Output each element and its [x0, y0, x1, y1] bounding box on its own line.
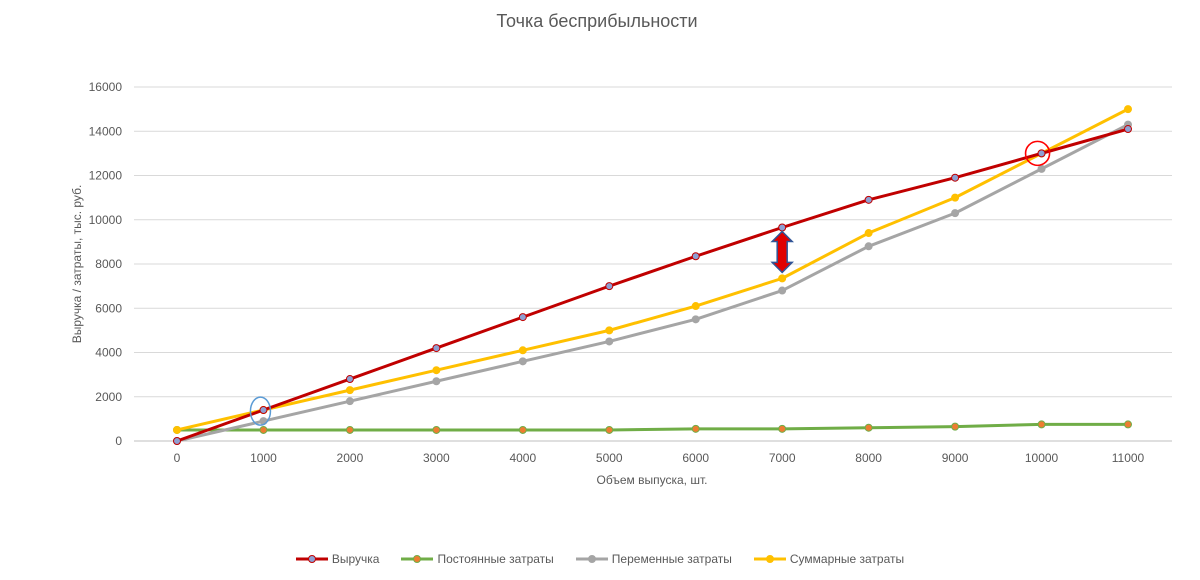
data-point — [951, 422, 960, 431]
line-chart: Точка бесприбыльности Выручка / затраты,… — [70, 11, 1172, 487]
data-point — [605, 326, 614, 335]
x-tick-labels: 0 1000 2000 3000 4000 5000 6000 7000 8000 9000 100… — [174, 451, 1145, 465]
y-tick-labels: 0 2000 4000 6000 8000 10000 12000 14000 16000 — [89, 80, 123, 448]
data-point — [691, 252, 700, 261]
data-point — [605, 425, 614, 434]
legend-item: Суммарные затраты — [753, 552, 905, 566]
series-1 — [173, 420, 1132, 434]
data-point — [432, 344, 441, 353]
legend-label: Суммарные затраты — [789, 552, 905, 566]
data-point — [518, 346, 527, 355]
data-point — [778, 286, 787, 295]
data-point — [518, 425, 527, 434]
y-tick-label: 14000 — [89, 124, 123, 138]
legend-label: Переменные затраты — [611, 552, 732, 566]
series-0 — [173, 125, 1132, 445]
chart-title: Точка бесприбыльности — [496, 11, 697, 31]
legend-label: Выручка — [331, 552, 380, 566]
data-point — [605, 337, 614, 346]
data-point — [173, 437, 181, 445]
annotations — [249, 140, 1051, 426]
x-tick-label: 7000 — [769, 451, 796, 465]
data-point — [173, 425, 181, 434]
data-point — [432, 366, 441, 375]
series-line — [176, 127, 1129, 443]
legend-item: Выручка — [295, 552, 380, 566]
x-tick-label: 0 — [174, 451, 181, 465]
data-point — [1037, 420, 1046, 429]
x-tick-label: 10000 — [1025, 451, 1059, 465]
data-point — [864, 423, 873, 432]
data-point — [864, 195, 873, 204]
double-arrow-icon — [770, 230, 794, 274]
y-tick-label: 12000 — [89, 169, 123, 183]
highlight-ellipse — [249, 396, 272, 426]
x-axis-label: Объем выпуска, шт. — [597, 473, 708, 487]
data-point — [259, 406, 268, 415]
legend-swatch-icon — [753, 555, 786, 563]
legend-item: Переменные затраты — [575, 552, 732, 566]
data-point — [345, 375, 354, 384]
legend: Выручка Постоянные затраты Переменные затр… — [0, 552, 1200, 566]
x-tick-label: 1000 — [250, 451, 277, 465]
data-point — [778, 424, 787, 433]
gridlines — [134, 86, 1172, 442]
data-point — [1037, 164, 1046, 173]
data-point — [345, 425, 354, 434]
x-tick-label: 5000 — [596, 451, 623, 465]
data-point — [691, 424, 700, 433]
data-point — [864, 242, 873, 251]
data-point — [345, 386, 354, 395]
y-axis-label: Выручка / затраты, тыс. руб. — [70, 185, 84, 344]
data-point — [1124, 420, 1132, 429]
legend-swatch-icon — [295, 555, 328, 563]
x-tick-label: 9000 — [942, 451, 969, 465]
data-point — [778, 223, 787, 232]
data-point — [1037, 149, 1046, 158]
y-tick-label: 8000 — [95, 257, 122, 271]
data-point — [951, 209, 960, 218]
data-point — [259, 425, 268, 434]
x-tick-label: 3000 — [423, 451, 450, 465]
data-point — [778, 274, 787, 283]
data-point — [345, 397, 354, 406]
data-point — [691, 302, 700, 311]
data-point — [518, 313, 527, 322]
legend-item: Постоянные затраты — [401, 552, 554, 566]
data-point — [951, 193, 960, 202]
data-point — [691, 315, 700, 324]
y-tick-label: 10000 — [89, 213, 123, 227]
y-tick-label: 0 — [115, 434, 122, 448]
series-3 — [173, 105, 1132, 434]
x-tick-label: 8000 — [855, 451, 882, 465]
highlight-circle — [1024, 140, 1051, 167]
data-point — [432, 377, 441, 386]
series-lines — [173, 105, 1132, 445]
series-line — [176, 123, 1129, 443]
data-point — [432, 425, 441, 434]
x-tick-label: 6000 — [682, 451, 709, 465]
data-point — [864, 229, 873, 238]
x-tick-label: 11000 — [1112, 451, 1145, 465]
data-point — [518, 357, 527, 366]
x-tick-label: 2000 — [337, 451, 364, 465]
data-point — [605, 282, 614, 291]
data-point — [1124, 125, 1132, 134]
data-point — [1124, 105, 1132, 114]
series-line — [177, 422, 1128, 432]
legend-swatch-icon — [401, 555, 434, 563]
series-line — [176, 107, 1129, 432]
legend-swatch-icon — [575, 555, 608, 563]
y-tick-label: 4000 — [95, 346, 122, 360]
x-tick-label: 4000 — [509, 451, 536, 465]
y-tick-label: 6000 — [95, 301, 122, 315]
y-tick-label: 16000 — [89, 80, 123, 94]
y-tick-label: 2000 — [95, 390, 122, 404]
legend-label: Постоянные затраты — [437, 552, 554, 566]
data-point — [951, 173, 960, 182]
